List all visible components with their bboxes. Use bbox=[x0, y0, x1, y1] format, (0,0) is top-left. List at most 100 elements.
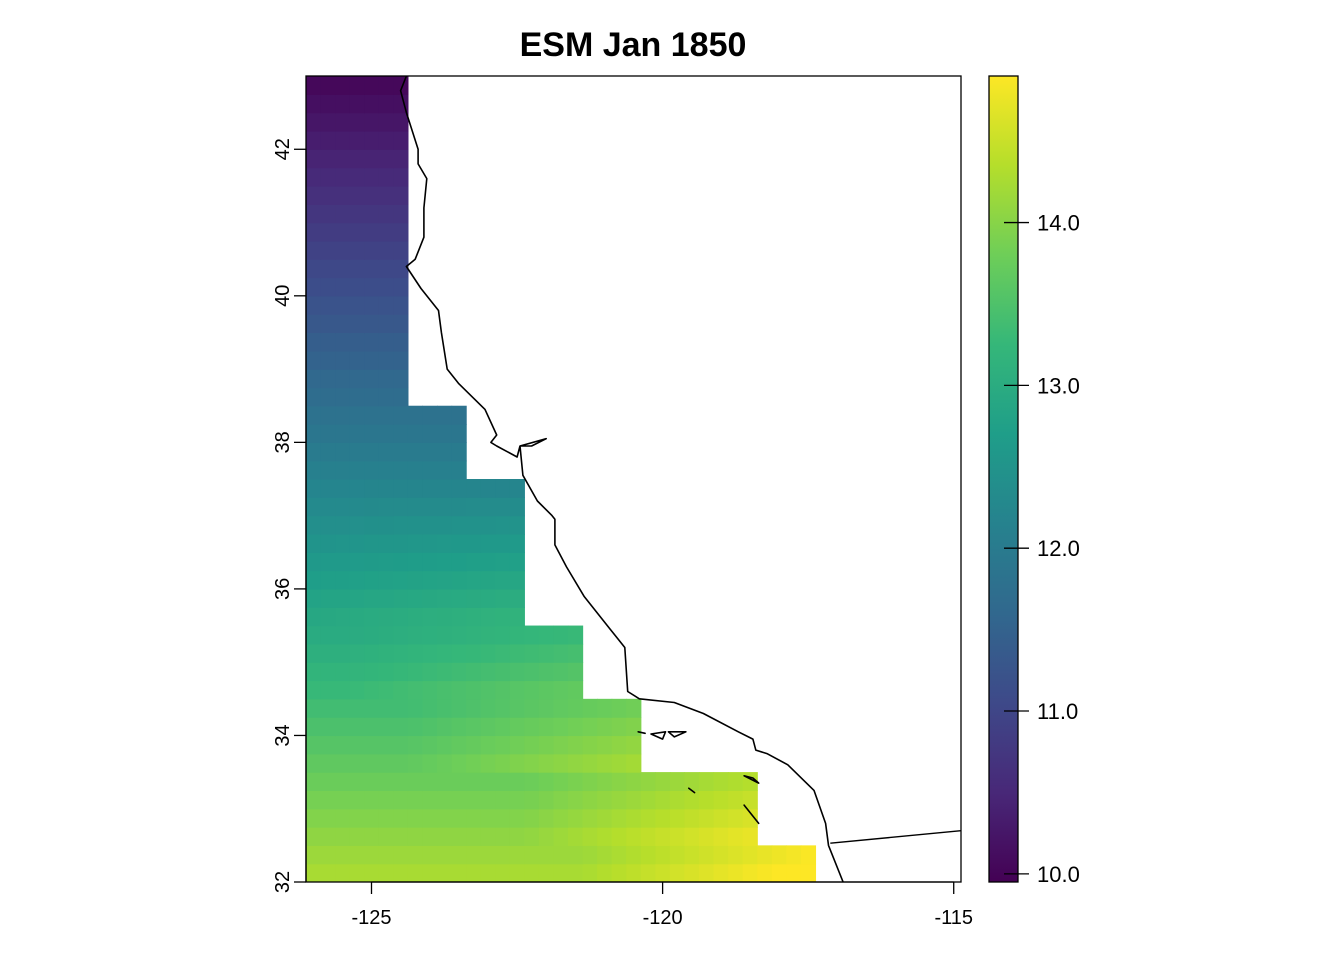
raster-cell bbox=[378, 643, 394, 663]
raster-cell bbox=[393, 735, 409, 755]
raster-cell bbox=[437, 772, 453, 792]
raster-cell bbox=[320, 332, 336, 352]
raster-cell bbox=[684, 827, 700, 846]
raster-cell bbox=[364, 112, 380, 132]
raster-cell bbox=[553, 698, 569, 718]
raster-cell bbox=[320, 369, 336, 389]
raster-cell bbox=[378, 130, 394, 150]
raster-cell bbox=[364, 625, 380, 645]
raster-cell bbox=[306, 662, 322, 682]
raster-cell bbox=[480, 570, 496, 590]
raster-cell bbox=[335, 387, 351, 407]
raster-cell bbox=[364, 149, 380, 169]
raster-cell bbox=[306, 533, 322, 553]
raster-cell bbox=[378, 167, 394, 187]
raster-cell bbox=[378, 772, 394, 792]
island-outline bbox=[637, 730, 646, 735]
raster-cell bbox=[699, 790, 715, 810]
sst-raster bbox=[306, 76, 817, 882]
raster-cell bbox=[626, 735, 642, 755]
raster-cell bbox=[364, 222, 380, 242]
raster-cell bbox=[713, 790, 729, 810]
raster-cell bbox=[437, 845, 453, 865]
raster-cell bbox=[378, 588, 394, 608]
raster-cell bbox=[335, 863, 351, 882]
raster-cell bbox=[597, 845, 613, 865]
raster-cell bbox=[669, 772, 686, 792]
raster-cell bbox=[306, 424, 322, 443]
raster-cell bbox=[320, 167, 336, 187]
raster-cell bbox=[306, 332, 322, 352]
raster-cell bbox=[437, 827, 453, 846]
raster-cell bbox=[407, 607, 424, 627]
raster-cell bbox=[480, 845, 496, 865]
raster-cell bbox=[771, 863, 787, 882]
raster-cell bbox=[524, 772, 540, 792]
raster-cell bbox=[553, 753, 569, 773]
raster-cell bbox=[378, 277, 394, 297]
raster-cell bbox=[509, 588, 525, 608]
raster-cell bbox=[524, 827, 540, 846]
raster-cell bbox=[597, 717, 613, 737]
raster-cell bbox=[553, 790, 569, 810]
raster-cell bbox=[495, 863, 511, 882]
raster-cell bbox=[306, 204, 322, 224]
raster-cell bbox=[655, 845, 671, 865]
raster-cell bbox=[335, 808, 351, 828]
raster-cell bbox=[495, 607, 511, 627]
raster-cell bbox=[335, 112, 351, 132]
raster-cell bbox=[364, 167, 380, 187]
raster-cell bbox=[422, 772, 438, 792]
raster-cell bbox=[349, 515, 365, 535]
colorbar-ticks: 10.0 11.0 12.0 13.0 14.0 bbox=[1004, 211, 1080, 887]
raster-cell bbox=[626, 698, 642, 718]
raster-cell bbox=[393, 698, 409, 718]
raster-cell bbox=[568, 662, 584, 682]
raster-cell bbox=[800, 845, 817, 865]
raster-cell bbox=[364, 332, 380, 352]
raster-cell bbox=[451, 790, 467, 810]
raster-cell bbox=[728, 808, 744, 828]
raster-cell bbox=[306, 442, 322, 462]
raster-cell bbox=[378, 460, 394, 480]
raster-cell bbox=[335, 130, 351, 150]
raster-cell bbox=[378, 790, 394, 810]
raster-cell bbox=[451, 863, 467, 882]
raster-cell bbox=[538, 753, 555, 773]
raster-cell bbox=[393, 185, 409, 205]
raster-cell bbox=[378, 350, 394, 370]
raster-cell bbox=[422, 698, 438, 718]
raster-cell bbox=[451, 570, 467, 590]
raster-cell bbox=[320, 515, 336, 535]
raster-cell bbox=[364, 772, 380, 792]
raster-cell bbox=[509, 515, 525, 535]
raster-cell bbox=[757, 863, 773, 882]
raster-cell bbox=[378, 753, 394, 773]
raster-cell bbox=[393, 479, 409, 498]
raster-cell bbox=[611, 717, 627, 737]
raster-cell bbox=[364, 76, 380, 95]
raster-cell bbox=[611, 698, 627, 718]
x-tick-label: -125 bbox=[351, 907, 391, 929]
raster-cell bbox=[480, 698, 496, 718]
raster-cell bbox=[306, 222, 322, 242]
raster-cell bbox=[626, 790, 642, 810]
raster-cell bbox=[335, 570, 351, 590]
colorbar-tick-label: 10.0 bbox=[1037, 862, 1080, 887]
raster-cell bbox=[451, 405, 467, 425]
raster-cell bbox=[524, 845, 540, 865]
raster-cell bbox=[335, 827, 351, 846]
raster-cell bbox=[306, 460, 322, 480]
raster-cell bbox=[393, 167, 409, 187]
raster-cell bbox=[437, 552, 453, 572]
raster-cell bbox=[393, 845, 409, 865]
raster-cell bbox=[349, 570, 365, 590]
raster-cell bbox=[320, 662, 336, 682]
raster-cell bbox=[742, 808, 758, 828]
raster-cell bbox=[320, 588, 336, 608]
raster-cell bbox=[349, 277, 365, 297]
raster-cell bbox=[306, 76, 322, 95]
raster-cell bbox=[393, 222, 409, 242]
raster-cell bbox=[306, 607, 322, 627]
raster-cell bbox=[306, 698, 322, 718]
